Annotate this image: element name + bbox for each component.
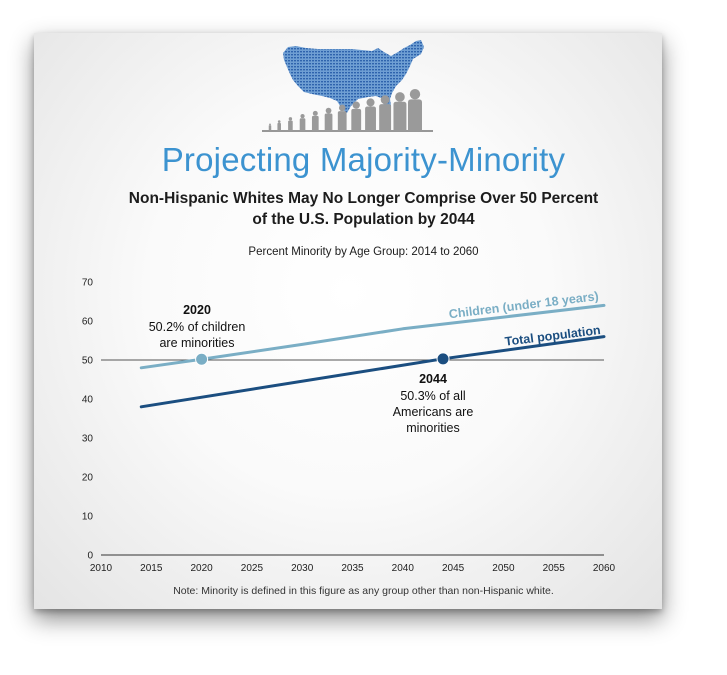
person-figure-head-icon [352, 101, 360, 109]
series-label-children: Children (under 18 years) [448, 289, 599, 321]
x-tick-label: 2025 [241, 563, 264, 574]
person-figure-icon [268, 125, 272, 131]
subtitle-line-1: Non-Hispanic Whites May No Longer Compri… [128, 190, 599, 207]
infographic-card [34, 33, 662, 609]
person-figure-icon [324, 113, 333, 131]
page-subtitle: Non-Hispanic Whites May No Longer Compri… [0, 188, 727, 230]
x-tick-label: 2015 [140, 563, 163, 574]
person-figure-icon [277, 122, 281, 131]
x-tick-label: 2060 [593, 563, 616, 574]
annotation-text: 50.3% of all [400, 389, 465, 403]
x-tick-label: 2035 [341, 563, 364, 574]
x-tick-label: 2020 [190, 563, 213, 574]
subtitle-line-2: of the U.S. Population by 2044 [252, 211, 475, 228]
person-figure-icon [379, 104, 392, 131]
person-figure-icon [299, 118, 306, 131]
us-map-population-figures-icon [262, 40, 433, 132]
data-point-2044 [436, 352, 450, 366]
annotation-text: Americans are [393, 405, 474, 419]
person-figure-icon [365, 106, 376, 131]
y-tick-label: 60 [82, 317, 94, 328]
person-figure-head-icon [409, 89, 421, 100]
page-title: Projecting Majority-Minority [161, 141, 566, 178]
person-figure-head-icon [277, 120, 281, 123]
person-figure-icon [408, 99, 422, 131]
person-figure-head-icon [269, 123, 271, 126]
series-line [139, 303, 606, 370]
y-tick-label: 70 [82, 278, 94, 289]
x-tick-label: 2030 [291, 563, 314, 574]
person-figure-icon [288, 120, 293, 131]
person-figure-icon [351, 108, 362, 131]
x-tick-label: 2040 [392, 563, 415, 574]
y-tick-label: 40 [82, 395, 94, 406]
data-point-2020 [195, 352, 209, 366]
person-figure-icon [311, 115, 319, 131]
y-tick-label: 20 [82, 473, 94, 484]
y-tick-label: 30 [82, 434, 94, 445]
x-tick-label: 2010 [90, 563, 113, 574]
annotation-text: minorities [406, 421, 460, 435]
person-figure-icon [393, 101, 407, 131]
annotation-text: 50.2% of children [149, 320, 246, 334]
person-figure-head-icon [366, 98, 375, 107]
x-tick-label: 2055 [543, 563, 566, 574]
x-tick-label: 2045 [442, 563, 465, 574]
annotation-year: 2044 [419, 372, 447, 386]
person-figure-head-icon [338, 104, 346, 112]
person-figure-head-icon [300, 114, 305, 119]
person-figure-head-icon [380, 95, 390, 105]
chart-title: Percent Minority by Age Group: 2014 to 2… [248, 246, 479, 258]
person-figure-head-icon [325, 107, 332, 114]
annotation-text: are minorities [159, 336, 234, 350]
person-figure-head-icon [395, 92, 405, 102]
person-figure-head-icon [312, 110, 318, 116]
x-tick-label: 2050 [492, 563, 515, 574]
y-tick-label: 0 [87, 551, 93, 562]
annotation-year: 2020 [183, 303, 211, 317]
person-figure-icon [337, 111, 347, 131]
y-tick-label: 10 [82, 512, 94, 523]
chart-note: Note: Minority is defined in this figure… [173, 585, 554, 597]
y-tick-label: 50 [82, 356, 94, 367]
person-figure-head-icon [288, 117, 293, 121]
